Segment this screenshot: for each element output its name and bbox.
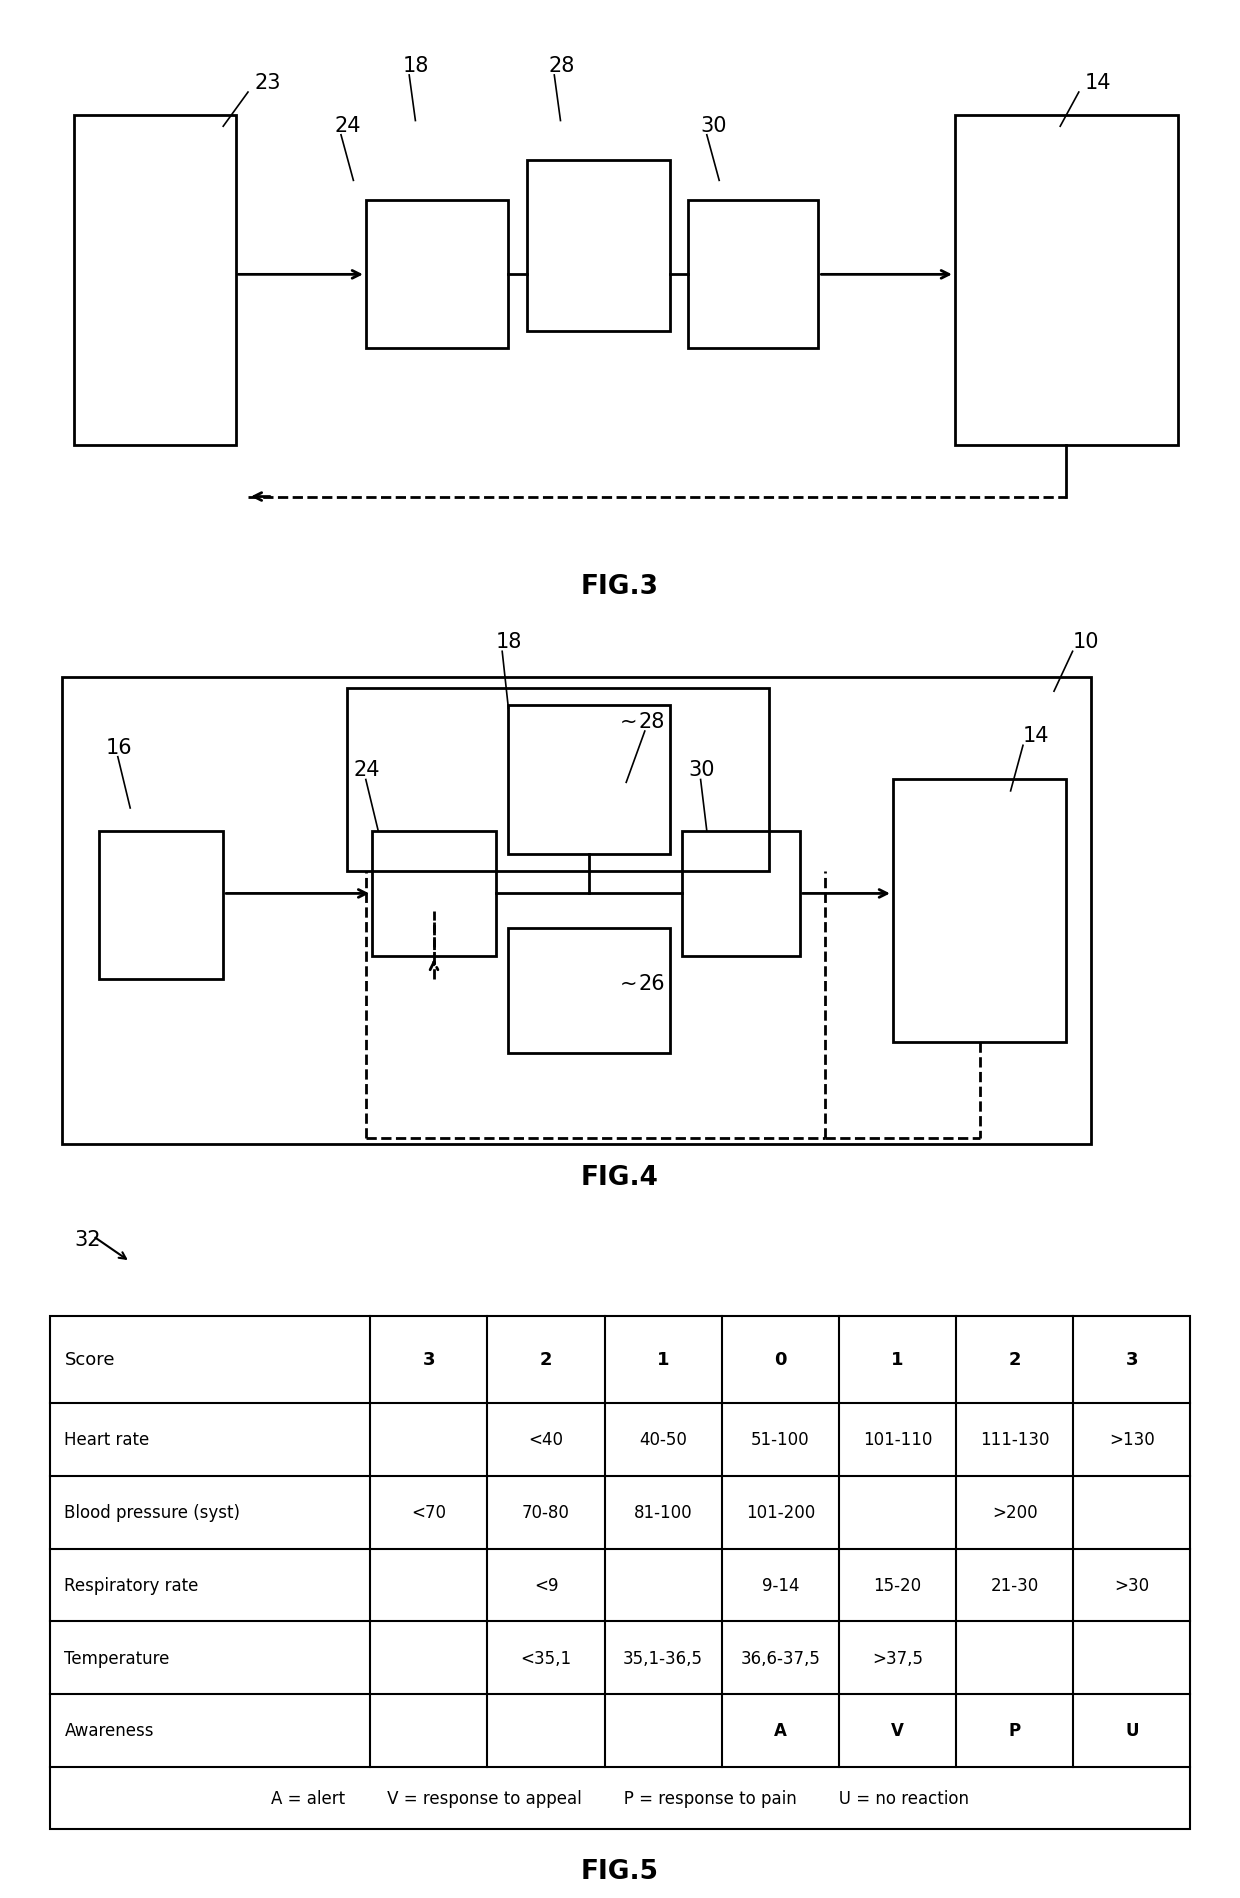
Text: FIG.3: FIG.3 (582, 573, 658, 600)
Text: 101-110: 101-110 (863, 1431, 932, 1448)
Text: 2: 2 (539, 1351, 552, 1368)
Bar (366, 201, 508, 349)
Text: 111-130: 111-130 (980, 1431, 1049, 1448)
Text: Temperature: Temperature (64, 1649, 170, 1666)
Text: 16: 16 (105, 736, 131, 757)
Text: 9-14: 9-14 (761, 1575, 799, 1594)
Text: 30: 30 (701, 116, 727, 135)
Text: 35,1-36,5: 35,1-36,5 (624, 1649, 703, 1666)
Text: 14: 14 (1023, 725, 1049, 746)
Text: V: V (892, 1721, 904, 1740)
Bar (955, 116, 1178, 446)
Text: FIG.4: FIG.4 (582, 1163, 658, 1190)
Text: 28: 28 (639, 712, 665, 733)
Text: >130: >130 (1109, 1431, 1154, 1448)
Text: 0: 0 (774, 1351, 786, 1368)
Bar (347, 689, 769, 871)
Text: <40: <40 (528, 1431, 563, 1448)
Bar (893, 780, 1066, 1042)
Text: 14: 14 (1085, 72, 1111, 93)
Text: 18: 18 (496, 632, 522, 653)
Text: >37,5: >37,5 (872, 1649, 923, 1666)
Text: 51-100: 51-100 (751, 1431, 810, 1448)
Bar (99, 831, 223, 979)
Bar (62, 678, 1091, 1144)
Text: 81-100: 81-100 (634, 1503, 692, 1522)
Bar (508, 928, 670, 1053)
Text: Blood pressure (syst): Blood pressure (syst) (64, 1503, 241, 1522)
Bar (74, 116, 236, 446)
Text: A = alert        V = response to appeal        P = response to pain        U = n: A = alert V = response to appeal P = res… (272, 1788, 968, 1807)
Text: 15-20: 15-20 (873, 1575, 921, 1594)
Text: 30: 30 (688, 759, 714, 780)
Bar (527, 161, 670, 332)
Text: >30: >30 (1115, 1575, 1149, 1594)
Text: 101-200: 101-200 (745, 1503, 815, 1522)
Bar (50, 1315, 1190, 1830)
Bar (508, 706, 670, 854)
Text: >200: >200 (992, 1503, 1038, 1522)
Text: 26: 26 (639, 974, 665, 995)
Text: <35,1: <35,1 (521, 1649, 572, 1666)
Text: ~: ~ (620, 712, 637, 733)
Text: Respiratory rate: Respiratory rate (64, 1575, 198, 1594)
Text: 1: 1 (892, 1351, 904, 1368)
Text: FIG.5: FIG.5 (582, 1858, 658, 1885)
Text: ~: ~ (620, 974, 637, 995)
Text: 40-50: 40-50 (640, 1431, 687, 1448)
Bar (682, 831, 800, 957)
Text: <9: <9 (533, 1575, 558, 1594)
Text: 2: 2 (1008, 1351, 1021, 1368)
Text: Heart rate: Heart rate (64, 1431, 150, 1448)
Text: 24: 24 (335, 116, 361, 135)
Text: 21-30: 21-30 (991, 1575, 1039, 1594)
Text: U: U (1125, 1721, 1138, 1740)
Text: Awareness: Awareness (64, 1721, 154, 1740)
Text: 3: 3 (1126, 1351, 1138, 1368)
Text: 18: 18 (403, 55, 429, 76)
Text: 3: 3 (423, 1351, 435, 1368)
Text: Score: Score (64, 1351, 115, 1368)
Text: 32: 32 (74, 1230, 100, 1249)
Bar (372, 831, 496, 957)
Text: 1: 1 (657, 1351, 670, 1368)
Text: 28: 28 (548, 55, 574, 76)
Text: 24: 24 (353, 759, 379, 780)
Text: P: P (1008, 1721, 1021, 1740)
Text: <70: <70 (412, 1503, 446, 1522)
Text: 23: 23 (254, 72, 280, 93)
Text: A: A (774, 1721, 786, 1740)
Text: 36,6-37,5: 36,6-37,5 (740, 1649, 821, 1666)
Text: 70-80: 70-80 (522, 1503, 570, 1522)
Text: 10: 10 (1073, 632, 1099, 653)
Bar (688, 201, 818, 349)
